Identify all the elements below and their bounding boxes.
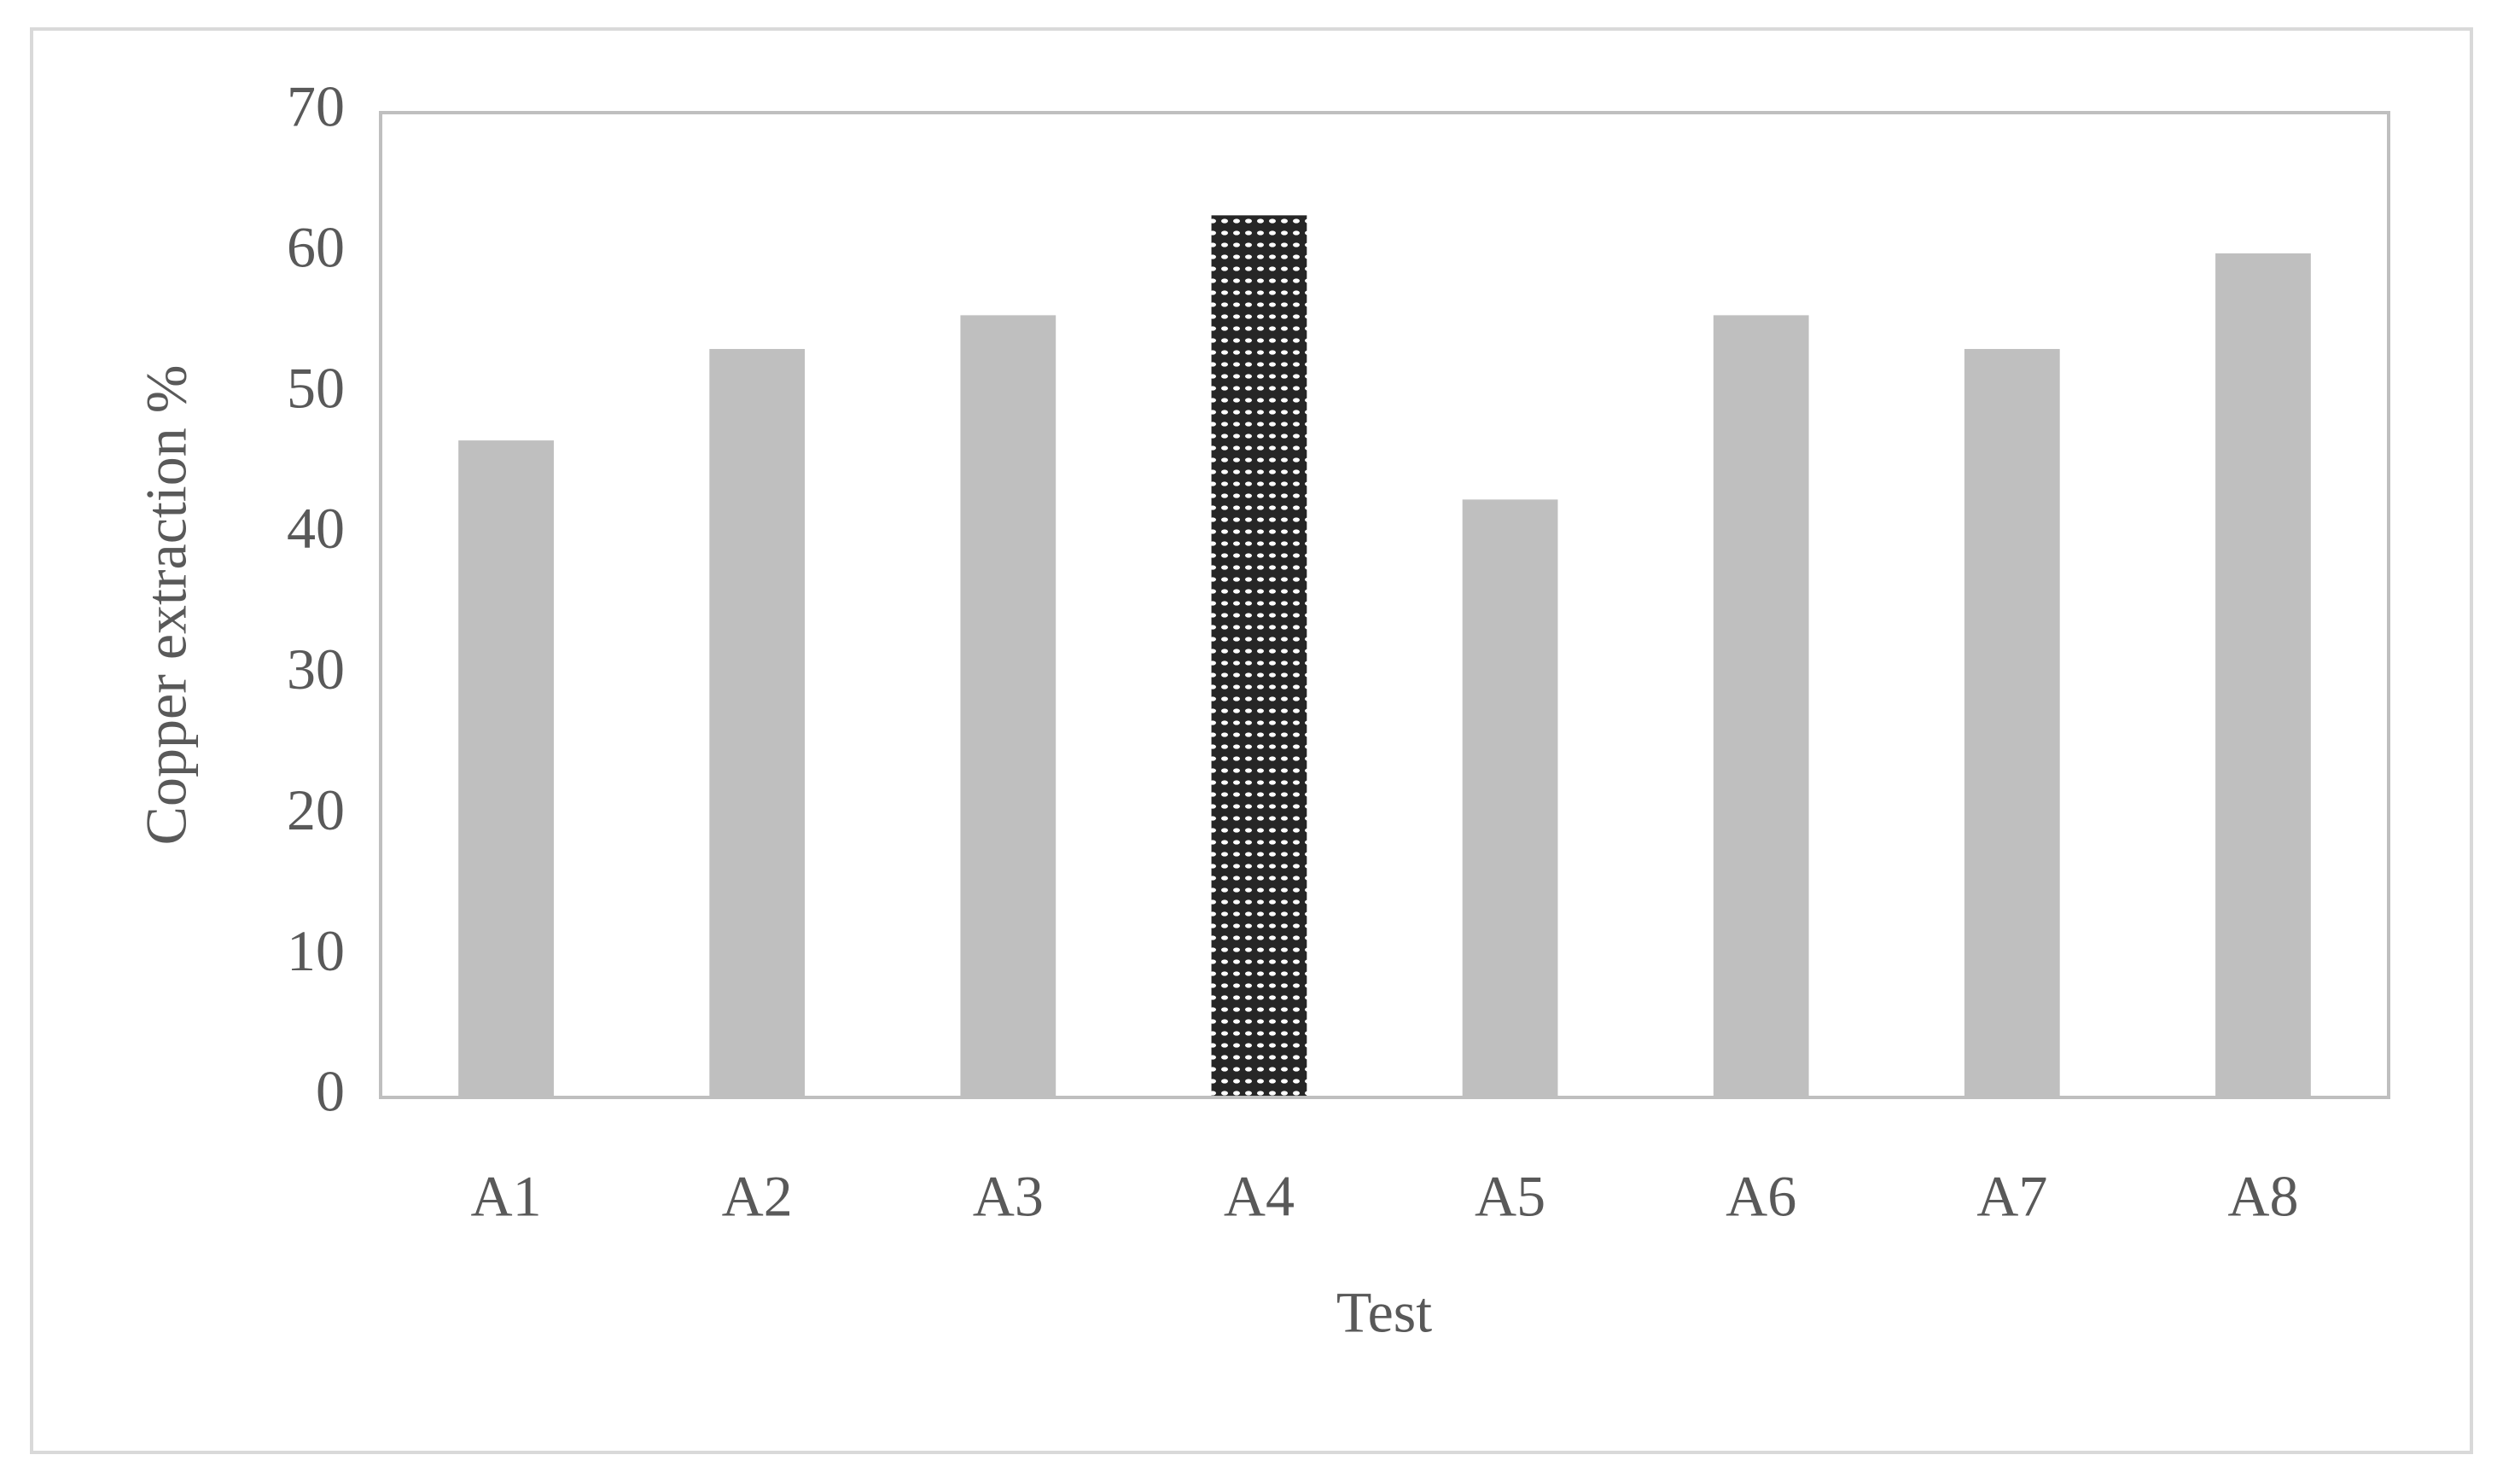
- y-tick-label: 20: [287, 777, 345, 842]
- bar: [1964, 348, 2060, 1098]
- y-tick-label: 30: [287, 637, 345, 701]
- bar: [458, 440, 554, 1097]
- x-tick-label: A1: [471, 1164, 542, 1229]
- plot-frame: [379, 111, 2390, 1099]
- x-tick-label: A6: [1726, 1164, 1796, 1229]
- x-tick-label: A8: [2227, 1164, 2298, 1229]
- x-tick-label: A2: [722, 1164, 793, 1229]
- bar: [2215, 253, 2311, 1097]
- y-tick-label: 40: [287, 496, 345, 561]
- y-axis-label: Copper extraction %: [134, 365, 199, 846]
- y-tick-label: 0: [316, 1059, 345, 1124]
- y-tick-label: 60: [287, 214, 345, 279]
- y-tick-label: 50: [287, 355, 345, 420]
- bar: [1211, 215, 1307, 1098]
- x-tick-label: A5: [1475, 1164, 1545, 1229]
- y-tick-label: 10: [287, 918, 345, 983]
- bar: [1462, 499, 1558, 1097]
- y-tick-label: 70: [287, 74, 345, 139]
- bar: [709, 348, 806, 1098]
- x-tick-label: A7: [1976, 1164, 2047, 1229]
- x-tick-label: A4: [1224, 1164, 1295, 1229]
- x-axis-label: Test: [1336, 1280, 1432, 1345]
- bar: [960, 315, 1056, 1097]
- bar: [1713, 315, 1809, 1097]
- x-tick-label: A3: [973, 1164, 1044, 1229]
